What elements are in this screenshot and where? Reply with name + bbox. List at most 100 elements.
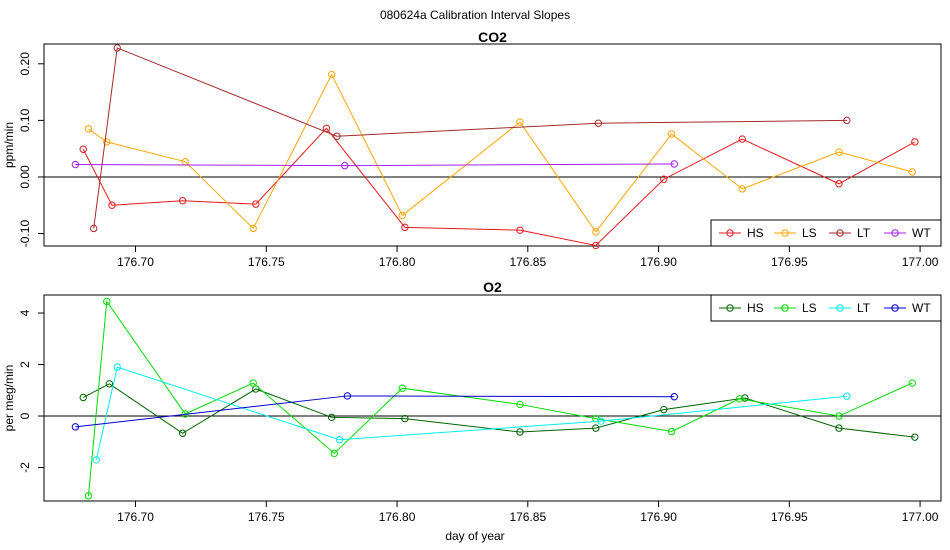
co2-hs-point [401,223,409,232]
o2-wt-point [670,393,678,401]
o2-legend-lt-marker [836,304,844,312]
co2-legend-wt-marker [891,229,899,237]
co2-ls-point [103,138,111,146]
co2-hs-point [516,226,524,234]
co2-wt-point [670,160,678,168]
x-axis-label: day of year [445,529,504,543]
o2-hs-point [79,393,87,402]
co2-lt-point [594,119,603,127]
co2-lt-point [89,224,98,233]
co2-legend-box [710,219,942,247]
co2-x-tick-label: 176.95 [771,255,808,269]
co2-hs-point [252,200,260,208]
co2-hs-series-line [82,127,916,246]
o2-legend-ls-label: LS [802,301,817,315]
o2-panel-title: O2 [483,279,502,295]
co2-lt-point [843,116,851,125]
o2-y-tick-label: -2 [18,462,32,473]
co2-ls-point [398,211,406,220]
o2-hs-point [592,424,600,432]
o2-legend-lt-label: LT [857,301,871,315]
co2-legend-hs-label: HS [747,226,764,240]
co2-legend-lt-marker [836,229,844,237]
o2-ls-point [667,427,676,436]
o2-legend-wt-label: WT [912,301,931,315]
o2-hs-point [327,413,336,422]
co2-legend-ls-label: LS [802,226,817,240]
co2-x-tick-label: 176.75 [248,255,285,269]
o2-hs-point [911,433,919,441]
o2-x-tick-label: 176.70 [117,510,154,524]
co2-y-axis-label: ppm/min [2,122,16,168]
o2-ls-point [398,384,406,392]
o2-legend: HS LS LT WT [710,294,942,322]
o2-hs-point [660,405,668,414]
o2-hs-point [516,428,524,436]
o2-ls-series-line [87,300,913,496]
co2-wt-series-line [75,163,675,167]
co2-wt-point [71,160,80,169]
o2-wt-point [343,392,352,400]
o2-ls-point [330,449,338,458]
o2-lt-point [92,456,101,464]
co2-y-tick-label: 0.00 [18,165,32,189]
o2-hs-point [401,414,409,423]
co2-legend-ls-marker [781,229,789,237]
co2-panel-title: CO2 [478,29,507,45]
o2-ls-point [516,400,524,409]
o2-hs-point [105,380,114,388]
co2-ls-point [592,228,600,236]
o2-lt-series-line [95,366,847,460]
o2-x-tick-label: 176.85 [509,510,546,524]
co2-y-tick-label: 0.20 [18,52,32,76]
co2-hs-point [108,201,116,209]
co2-plot-frame [43,43,942,247]
o2-y-tick-label: 0 [18,412,32,419]
o2-ls-point [84,492,93,500]
co2-lt-point [113,44,121,52]
co2-legend-wt-label: WT [912,226,931,240]
co2-ls-point [249,224,257,233]
o2-x-tick-label: 176.90 [640,510,677,524]
co2-ls-series-line [88,73,913,233]
co2-hs-point [738,135,746,143]
co2-ls-point [667,130,676,138]
o2-x-tick-label: 176.80 [379,510,416,524]
co2-x-tick-label: 176.90 [640,255,677,269]
o2-panel: O2 176.70 176.75 176.80 176.85 176.90 176.95 17… [2,279,942,524]
co2-lt-series-line [93,47,847,229]
o2-legend-box [710,294,942,322]
o2-lt-point [597,417,605,425]
o2-x-tick-label: 176.95 [771,510,808,524]
co2-legend-hs-marker [726,229,734,237]
o2-ls-point [735,395,744,403]
co2-hs-point [178,197,187,205]
o2-ls-point [103,297,111,306]
o2-legend-hs-marker [726,304,734,312]
o2-y-tick-label: 4 [18,309,32,316]
o2-plot-frame [43,294,942,502]
co2-x-tick-label: 176.80 [379,255,416,269]
co2-hs-point [79,145,87,153]
co2-ls-point [738,185,746,193]
o2-y-axis-label: per meg/min [2,365,16,432]
co2-x-tick-label: 176.70 [117,255,154,269]
o2-ls-point [835,412,843,420]
o2-ls-point [908,379,916,387]
o2-lt-point [335,436,344,444]
co2-wt-point [341,161,349,170]
o2-y-tick-label: 2 [18,361,32,368]
co2-legend-lt-label: LT [857,226,871,240]
co2-x-tick-label: 176.85 [509,255,546,269]
co2-ls-point [327,70,336,79]
o2-legend-hs-label: HS [747,301,764,315]
co2-hs-point [660,175,668,183]
o2-wt-point [71,423,80,431]
co2-legend: HS LS LT WT [710,219,942,247]
co2-ls-point [84,125,93,133]
co2-y-tick-label: -0.10 [18,220,32,248]
o2-legend-ls-marker [781,304,789,312]
o2-legend-wt-marker [891,304,899,312]
co2-lt-point [333,132,341,140]
